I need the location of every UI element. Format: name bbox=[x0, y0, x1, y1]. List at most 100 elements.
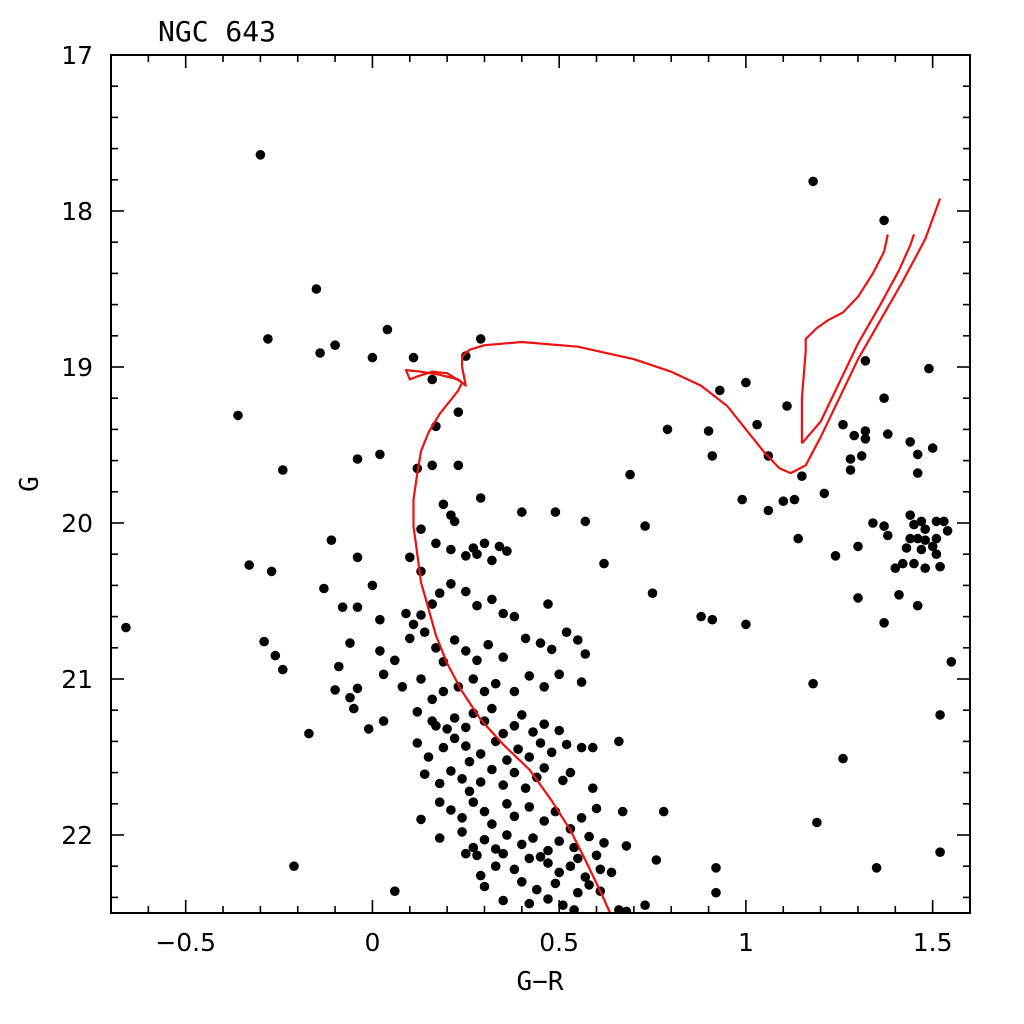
star-point bbox=[797, 471, 807, 482]
star-point bbox=[946, 657, 957, 667]
star-point bbox=[349, 703, 359, 714]
star-point bbox=[479, 686, 490, 697]
star-point bbox=[498, 652, 509, 662]
star-point bbox=[461, 586, 471, 597]
star-point bbox=[244, 560, 254, 570]
star-point bbox=[931, 516, 942, 527]
star-point bbox=[588, 783, 598, 793]
star-point bbox=[502, 830, 512, 840]
star-point bbox=[535, 852, 546, 862]
star-point bbox=[561, 627, 572, 637]
y-tick-label: 20 bbox=[61, 509, 93, 538]
star-point bbox=[498, 895, 509, 906]
star-point bbox=[539, 816, 549, 826]
axis-ticks: −0.5 0 0.5 1 1.5 17 18 19 20 21 22 bbox=[61, 41, 971, 957]
star-point bbox=[289, 861, 299, 871]
star-point bbox=[584, 880, 594, 890]
star-point bbox=[595, 864, 606, 875]
star-point bbox=[853, 593, 863, 603]
star-point bbox=[778, 496, 789, 507]
star-point bbox=[658, 806, 669, 817]
star-point bbox=[449, 733, 460, 744]
star-point bbox=[898, 558, 908, 569]
star-point bbox=[789, 494, 800, 505]
star-point bbox=[475, 334, 486, 344]
star-point bbox=[233, 410, 243, 421]
star-point bbox=[812, 817, 822, 828]
star-point bbox=[528, 833, 538, 843]
star-point bbox=[345, 692, 355, 703]
star-point bbox=[449, 713, 460, 723]
y-tick-label: 17 bbox=[61, 41, 93, 70]
star-point bbox=[524, 802, 535, 812]
star-point bbox=[625, 469, 635, 480]
star-point bbox=[502, 546, 512, 556]
star-point bbox=[345, 638, 355, 648]
x-tick-label: 1.5 bbox=[913, 928, 953, 957]
star-point bbox=[427, 460, 438, 471]
star-point bbox=[912, 449, 923, 460]
star-point bbox=[573, 887, 583, 898]
star-point bbox=[931, 533, 942, 544]
star-point bbox=[352, 602, 363, 612]
star-point bbox=[509, 864, 520, 875]
star-point bbox=[472, 655, 482, 666]
star-point bbox=[543, 845, 553, 856]
star-point bbox=[337, 602, 348, 612]
star-point bbox=[408, 352, 419, 363]
star-point bbox=[475, 870, 486, 881]
star-point bbox=[502, 755, 512, 765]
star-point bbox=[599, 558, 609, 569]
star-point bbox=[330, 685, 340, 695]
star-point bbox=[375, 646, 385, 656]
star-point bbox=[434, 833, 445, 843]
star-point bbox=[475, 777, 486, 787]
star-point bbox=[561, 739, 572, 750]
star-point bbox=[397, 682, 408, 692]
star-point bbox=[498, 728, 509, 739]
star-point bbox=[517, 839, 527, 850]
star-point bbox=[423, 752, 434, 762]
star-point bbox=[524, 671, 535, 681]
y-axis-label: G bbox=[15, 476, 45, 492]
star-point bbox=[920, 535, 930, 545]
star-point bbox=[498, 608, 509, 619]
star-point bbox=[606, 867, 617, 878]
star-point bbox=[838, 419, 848, 430]
star-point bbox=[614, 736, 624, 747]
plot-area bbox=[121, 150, 957, 913]
star-point bbox=[905, 533, 915, 544]
star-point bbox=[475, 749, 486, 759]
star-point bbox=[490, 861, 501, 871]
star-point bbox=[449, 635, 460, 645]
star-point bbox=[539, 763, 549, 773]
star-point bbox=[569, 905, 579, 913]
star-point bbox=[576, 742, 587, 753]
star-point bbox=[924, 363, 934, 374]
star-point bbox=[487, 819, 497, 829]
star-point bbox=[573, 853, 583, 864]
star-point bbox=[707, 614, 718, 625]
y-tick-label: 18 bbox=[61, 197, 93, 226]
star-point bbox=[457, 774, 467, 784]
star-point bbox=[856, 451, 867, 461]
star-point bbox=[520, 633, 531, 644]
star-point bbox=[879, 215, 889, 226]
star-point bbox=[479, 806, 490, 817]
x-tick-label: 1 bbox=[738, 928, 754, 957]
star-point bbox=[543, 858, 553, 868]
star-point bbox=[879, 521, 889, 531]
star-point bbox=[599, 838, 609, 848]
star-point bbox=[554, 725, 564, 736]
star-point bbox=[591, 803, 602, 814]
star-point bbox=[737, 494, 747, 505]
star-point bbox=[390, 655, 400, 666]
star-point bbox=[808, 678, 818, 689]
star-point bbox=[830, 551, 841, 561]
star-point bbox=[532, 884, 542, 895]
star-point bbox=[520, 783, 531, 793]
star-point bbox=[707, 451, 718, 461]
star-point bbox=[464, 756, 475, 767]
star-point bbox=[517, 507, 527, 517]
